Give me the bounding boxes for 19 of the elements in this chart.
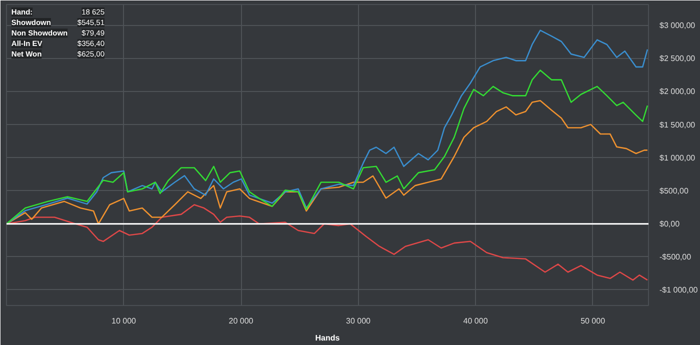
y-tick-label: $500,00 xyxy=(660,186,689,196)
y-tick-label: $2 000,00 xyxy=(660,87,696,96)
x-tick-label: 20 000 xyxy=(228,316,254,326)
line-series xyxy=(6,204,648,281)
x-tick-label: 40 000 xyxy=(463,316,488,326)
x-axis-title: Hands xyxy=(315,334,340,342)
y-tick-label: $1 500,00 xyxy=(660,120,696,130)
x-tick-label: 30 000 xyxy=(346,316,372,326)
y-tick-label: -$1 000,00 xyxy=(660,285,698,294)
y-tick-label: -$500,00 xyxy=(660,252,692,262)
y-tick-label: $1 000,00 xyxy=(660,153,696,162)
x-tick-label: 10 000 xyxy=(112,316,137,326)
line-series xyxy=(6,100,648,225)
y-tick-label: $2 500,00 xyxy=(660,54,696,64)
x-tick-label: 50 000 xyxy=(580,316,606,326)
line-series xyxy=(6,70,648,225)
line-series xyxy=(6,30,648,225)
y-tick-label: $0,00 xyxy=(660,219,680,228)
y-tick-label: $3 000,00 xyxy=(660,21,696,30)
